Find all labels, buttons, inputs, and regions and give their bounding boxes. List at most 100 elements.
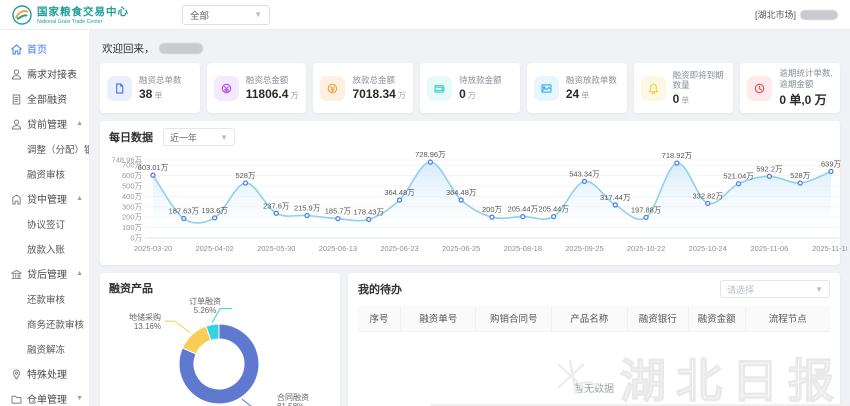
data-point <box>335 216 341 222</box>
data-point <box>458 197 464 203</box>
sidebar-item-10[interactable]: 还款审核 <box>0 286 89 311</box>
sidebar-item-3[interactable]: 贷前管理 ▲ <box>0 111 89 136</box>
donut-label-name: 地储采购 <box>129 312 161 322</box>
data-point <box>828 168 834 175</box>
todo-filter-placeholder: 请选择 <box>727 284 755 295</box>
bell-icon <box>640 75 666 101</box>
date-range-value: 近一年 <box>170 132 198 143</box>
line-chart: 0万100万200万300万400万500万600万700万748.96万603… <box>112 150 850 253</box>
sidebar-item-label: 商务还款审核 <box>27 319 85 331</box>
folder-icon <box>10 393 22 405</box>
chevron-up-icon: ▲ <box>76 120 83 127</box>
stat-value: 7018.34 <box>352 87 396 102</box>
todo-title: 我的待办 <box>358 284 402 296</box>
data-point-label: 205.44万 <box>508 205 539 214</box>
sidebar-item-4[interactable]: 调整（分配）银行 <box>0 136 89 161</box>
y-axis-tick: 400万 <box>122 192 143 201</box>
data-point <box>366 216 372 223</box>
donut-leader-line <box>241 398 252 406</box>
wallet-icon <box>434 84 445 93</box>
chevron-down-icon: ▼ <box>220 132 228 142</box>
sidebar-item-label: 协议签订 <box>27 219 66 231</box>
data-point <box>427 159 434 165</box>
y-axis-tick: 0万 <box>130 234 142 243</box>
sidebar-item-7[interactable]: 协议签订 <box>0 211 89 236</box>
main-content: 欢迎回来， 融资总单数 38 单融资总金额 11806.4 万放款总金额 7018.34 万… <box>90 30 850 406</box>
data-point <box>705 200 711 206</box>
y-axis-tick: 100万 <box>122 223 143 232</box>
stat-unit: 万 <box>290 91 299 101</box>
sidebar-item-label: 融资解冻 <box>27 344 66 356</box>
todo-panel: 我的待办 请选择 ▼ 序号 融资单号 购销合同号 产品名称 融资银行 融资金额 流程节点 暂… <box>348 273 840 406</box>
coin-icon <box>320 75 346 101</box>
data-point-label: 193.6万 <box>201 206 228 215</box>
table-header-cell: 流程节点 <box>745 306 830 332</box>
donut-label-pct: 5.26% <box>194 306 217 315</box>
logo-title: 国家粮食交易中心 <box>37 6 129 18</box>
donut-label-name: 合同融资 <box>277 392 309 402</box>
sidebar-item-11[interactable]: 商务还款审核 <box>0 311 89 336</box>
money-icon <box>213 75 239 101</box>
donut-leader-line <box>211 308 233 323</box>
stat-value: 38 <box>139 87 153 102</box>
data-point <box>674 160 680 166</box>
donut-label-pct: 81.58% <box>277 402 304 406</box>
data-point-label: 603.01万 <box>138 163 169 172</box>
sidebar-item-8[interactable]: 放款入账 <box>0 236 89 261</box>
market-filter-select[interactable]: 全部 ▼ <box>182 4 270 25</box>
sidebar-item-6[interactable]: 贷中管理 ▲ <box>0 186 89 211</box>
stat-cards: 融资总单数 38 单融资总金额 11806.4 万放款总金额 7018.34 万待放款金额 0… <box>100 63 841 113</box>
sidebar-item-1[interactable]: 需求对接表 <box>0 61 89 86</box>
donut-slice-2 <box>205 323 220 342</box>
stat-unit: 单 <box>581 91 590 101</box>
sidebar-item-13[interactable]: 特殊处理 <box>0 361 89 386</box>
building-icon <box>10 193 22 205</box>
data-point <box>489 214 495 220</box>
clock-icon <box>747 75 773 101</box>
stat-label: 融资即将到期数量 <box>672 69 724 90</box>
stat-value: 24 <box>565 87 580 102</box>
date-range-select[interactable]: 近一年 ▼ <box>163 128 235 146</box>
empty-state: 暂无数据 <box>574 383 614 395</box>
data-point-label: 528万 <box>235 171 256 180</box>
sidebar-item-0[interactable]: 首页 <box>0 36 89 61</box>
stat-unit: 单 <box>154 91 163 101</box>
sidebar-item-label: 贷中管理 <box>27 195 67 206</box>
sidebar-item-14[interactable]: 仓单管理 ▼ <box>0 386 89 406</box>
daily-data-title: 每日数据 <box>109 132 153 144</box>
logo-subtitle: National Grain Trade Center <box>37 19 103 25</box>
y-axis-tick: 748.96万 <box>112 156 143 165</box>
sidebar-item-label: 全部融资 <box>27 95 67 106</box>
x-axis-tick: 2025-08-18 <box>504 244 542 253</box>
stat-card-1: 融资总金额 11806.4 万 <box>206 63 307 113</box>
sidebar-item-label: 融资审核 <box>27 169 66 181</box>
data-point <box>581 178 588 185</box>
bell-icon <box>648 83 658 94</box>
donut-leader-line <box>164 320 191 334</box>
data-point <box>273 210 279 216</box>
watermark-underline <box>430 404 850 406</box>
stat-card-4: 融资放款单数 24 单 <box>526 63 627 113</box>
data-point-label: 543.34万 <box>569 169 600 178</box>
file-icon <box>116 82 124 94</box>
data-point-label: 364.48万 <box>446 188 477 197</box>
sidebar-item-label: 需求对接表 <box>27 70 77 81</box>
sidebar-item-2[interactable]: 全部融资 <box>0 86 89 111</box>
user-name-redacted[interactable] <box>800 9 838 20</box>
donut-slice-0 <box>178 323 260 405</box>
stat-label: 融资总金额 <box>245 74 289 85</box>
chevron-up-icon: ▲ <box>76 270 83 277</box>
logo-icon <box>12 4 32 25</box>
welcome-text: 欢迎回来， <box>102 43 155 55</box>
stat-label: 融资放款单数 <box>565 74 617 85</box>
data-point-label: 237.6万 <box>263 201 290 210</box>
todo-filter-select[interactable]: 请选择 ▼ <box>720 280 830 298</box>
x-axis-tick: 2025-04-02 <box>195 244 233 253</box>
sidebar-item-5[interactable]: 融资审核 <box>0 161 89 186</box>
sidebar-item-9[interactable]: 贷后管理 ▲ <box>0 261 89 286</box>
x-axis-tick: 2025-10-22 <box>627 244 665 253</box>
todo-table: 序号 融资单号 购销合同号 产品名称 融资银行 融资金额 流程节点 <box>358 306 830 332</box>
sidebar-item-12[interactable]: 融资解冻 <box>0 336 89 361</box>
y-axis-tick: 700万 <box>122 161 143 170</box>
